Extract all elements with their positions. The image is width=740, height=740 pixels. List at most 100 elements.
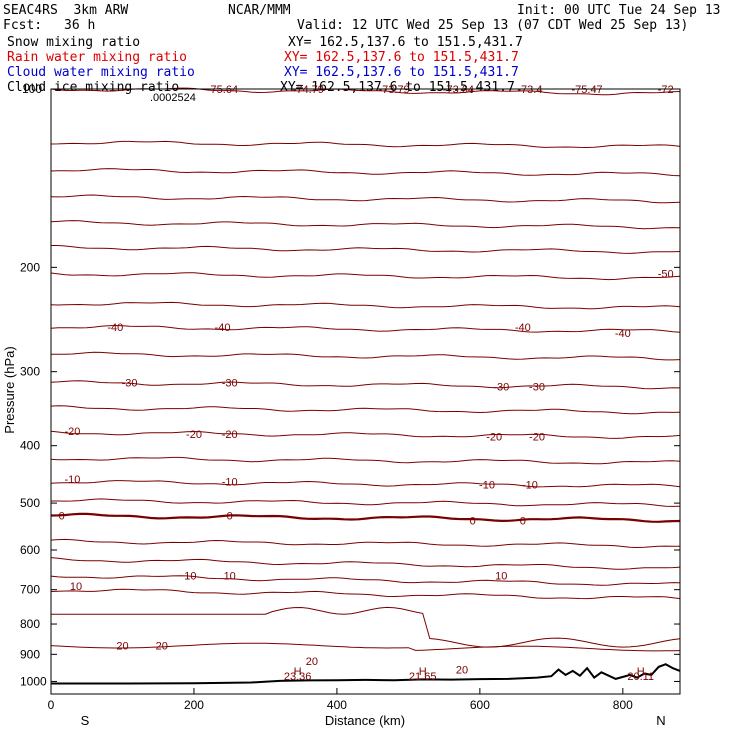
snow-contour-label: .0002524 <box>150 92 196 104</box>
field-xy-rain: XY= 162.5,137.6 to 151.5,431.7 <box>284 50 519 65</box>
contour-label: -30 <box>122 378 138 390</box>
isotherm-line <box>50 405 681 415</box>
y-tick-label: 700 <box>20 583 40 597</box>
isotherm-line <box>51 498 681 507</box>
x-tick-label: 400 <box>327 698 347 712</box>
contour-label: -10 <box>64 474 80 486</box>
field-name-snow: Snow mixing ratio <box>7 35 141 50</box>
x-tick-label: 800 <box>613 698 633 712</box>
contour-label: -73.64 <box>443 84 474 96</box>
isotherm-line <box>50 480 681 488</box>
contour-label: -40 <box>515 322 531 334</box>
field-name-cloud-water: Cloud water mixing ratio <box>7 65 195 80</box>
contour-label: 20 <box>116 641 128 653</box>
isotherm-line <box>50 168 681 177</box>
contour-label: -75.47 <box>571 84 602 96</box>
contour-label: 0 <box>227 511 233 523</box>
contour-label: 20 <box>156 641 168 653</box>
contour-label: -10 <box>522 479 538 491</box>
contour-label: -75.64 <box>207 84 238 96</box>
field-name-rain: Rain water mixing ratio <box>7 50 188 65</box>
contour-label: -20 <box>222 429 238 441</box>
isotherm-line <box>50 512 681 523</box>
high-marker: H <box>294 666 302 678</box>
contour-label: 20 <box>456 665 468 677</box>
isotherm-line <box>50 380 681 390</box>
high-value: 20.11 <box>627 671 654 683</box>
model-name: SEAC4RS 3km ARW <box>3 3 129 18</box>
contour-label: -20 <box>529 432 545 444</box>
isotherm-line <box>50 220 681 230</box>
y-top-tick-label: 100 <box>22 82 42 96</box>
isotherm-line <box>50 588 681 600</box>
contour-label: 10 <box>495 570 507 582</box>
y-tick-label: 500 <box>20 496 40 510</box>
contour-label: -30 <box>529 382 545 394</box>
high-marker: H <box>637 666 645 678</box>
isotherm-line <box>50 140 681 149</box>
contour-label: 10 <box>184 570 196 582</box>
isotherm-line <box>50 456 681 465</box>
contour-label: 10 <box>224 570 236 582</box>
contour-label: 0 <box>59 511 65 523</box>
x-tick-label: 0 <box>48 698 55 712</box>
terrain-line <box>51 663 681 685</box>
init-time: Init: 00 UTC Tue 24 Sep 13 <box>517 3 721 18</box>
y-tick-label: 800 <box>20 617 40 631</box>
field-xy-snow: XY= 162.5,137.6 to 151.5,431.7 <box>288 35 523 50</box>
contour-label: -30 <box>493 382 509 394</box>
isotherm-line <box>50 272 681 281</box>
contour-label: 0 <box>470 516 476 528</box>
isotherm-line <box>50 430 681 439</box>
contour-label: 20 <box>306 656 318 668</box>
y-tick-label: 1000 <box>20 674 47 688</box>
contour-label: -74.79 <box>293 84 324 96</box>
contour-label: -73.4 <box>517 84 542 96</box>
contour-label: -20 <box>486 432 502 444</box>
forecast-label: Fcst: <box>3 18 43 33</box>
x-tick-label: 200 <box>184 698 204 712</box>
contour-label: -40 <box>615 328 631 340</box>
source-label: NCAR/MMM <box>228 3 291 18</box>
contour-label: -72 <box>658 84 674 96</box>
contour-label: -40 <box>215 322 231 334</box>
y-tick-label: 200 <box>20 260 40 274</box>
isotherm-15-line <box>51 606 681 648</box>
isotherm-line <box>51 245 681 254</box>
valid-time: Valid: 12 UTC Wed 25 Sep 13 (07 CDT Wed … <box>297 18 689 33</box>
x-tick-label: 600 <box>470 698 490 712</box>
field-xy-cloud-water: XY= 162.5,137.6 to 151.5,431.7 <box>284 65 519 80</box>
y-tick-label: 600 <box>20 543 40 557</box>
contour-label: 0 <box>520 516 526 528</box>
contour-label: -20 <box>186 429 202 441</box>
isotherm-20-line <box>50 642 681 652</box>
contour-label: -10 <box>222 477 238 489</box>
x-axis-title: Distance (km) <box>325 713 405 728</box>
x-end-label-north: N <box>656 713 665 728</box>
high-marker: H <box>419 666 427 678</box>
contour-label: -73.79 <box>378 84 409 96</box>
isotherm-line <box>50 557 681 570</box>
isotherm-line <box>50 324 681 333</box>
contour-label: -40 <box>107 322 123 334</box>
y-tick-label: 300 <box>20 365 40 379</box>
y-tick-label: 400 <box>20 439 40 453</box>
contour-label: -20 <box>64 426 80 438</box>
y-axis-title: Pressure (hPa) <box>2 346 17 433</box>
high-value: 23.36 <box>284 671 312 683</box>
isotherm-line <box>50 301 681 310</box>
isotherm-line <box>50 538 681 549</box>
high-value: 21.65 <box>409 671 437 683</box>
plot-frame <box>50 88 681 695</box>
x-end-label-south: S <box>81 713 90 728</box>
contour-label: -30 <box>222 378 238 390</box>
y-tick-label: 900 <box>20 647 40 661</box>
contour-label: -50 <box>658 269 674 281</box>
contour-label: -10 <box>479 479 495 491</box>
isotherm-line <box>51 351 681 361</box>
forecast-hours: 36 h <box>64 18 96 33</box>
contour-label: 10 <box>70 581 82 593</box>
isotherm-line <box>50 194 681 204</box>
isotherm-line <box>50 575 681 586</box>
